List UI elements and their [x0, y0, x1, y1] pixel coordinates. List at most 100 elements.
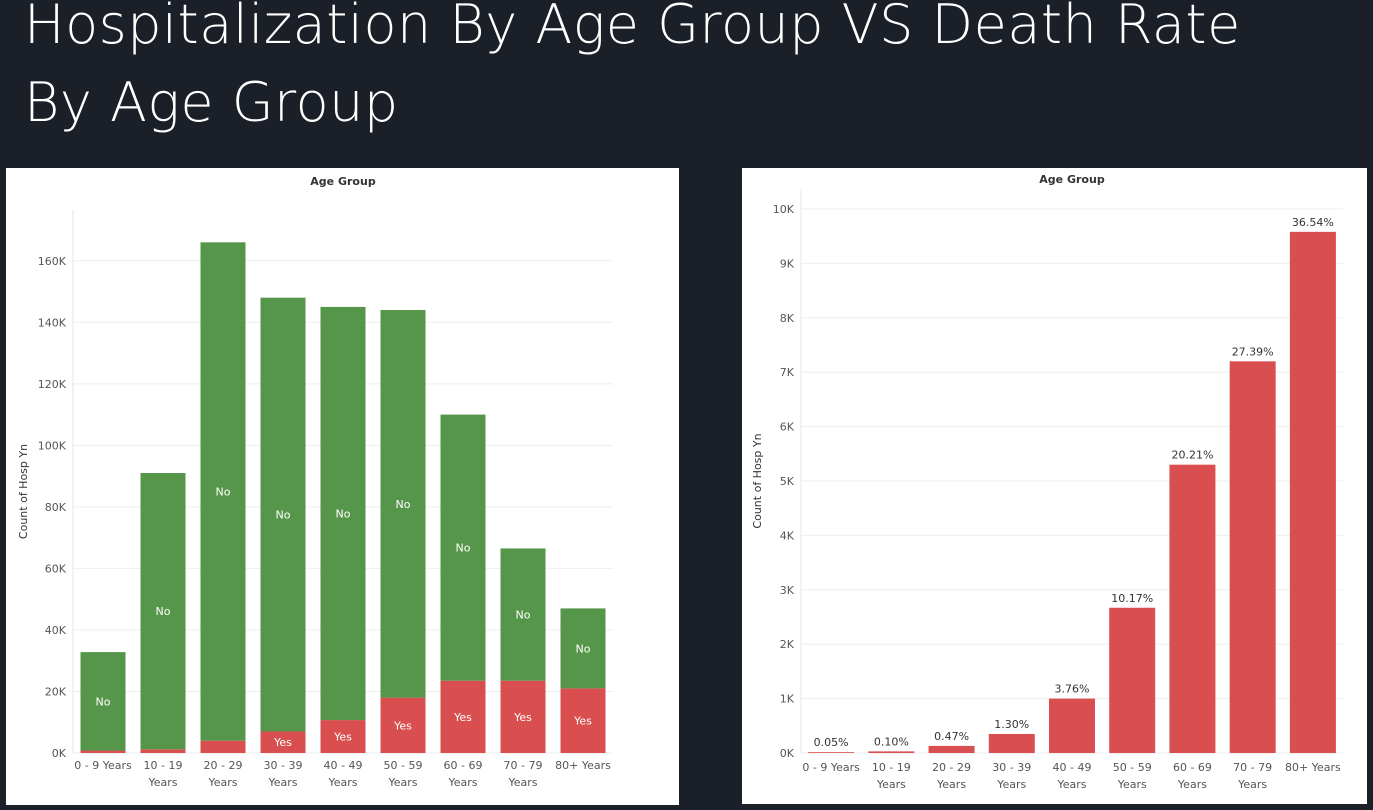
y-axis-label: Count of Hosp Yn — [17, 444, 30, 539]
bar-yes-8 — [560, 688, 606, 753]
bar-4 — [1049, 698, 1095, 753]
bar-yes-3 — [260, 731, 306, 753]
x-tick-label: 40 - 49 — [324, 759, 363, 772]
segment-label-no: No — [96, 695, 111, 708]
y-tick-label: 0K — [780, 747, 795, 760]
x-tick-label: 0 - 9 Years — [74, 759, 132, 772]
bar-6 — [1169, 464, 1216, 753]
page-title-line-2: By Age Group — [24, 71, 399, 134]
data-label: 20.21% — [1171, 449, 1213, 462]
x-tick-label: 30 - 39 — [264, 759, 303, 772]
y-tick-label: 140K — [38, 316, 67, 329]
x-tick-label: 10 - 19 — [144, 759, 183, 772]
y-tick-label: 4K — [780, 529, 795, 542]
y-tick-label: 2K — [780, 638, 795, 651]
bar-yes-2 — [200, 740, 246, 753]
segment-label-yes: Yes — [573, 715, 592, 728]
bar-no-5 — [380, 309, 426, 698]
data-label: 0.47% — [934, 730, 969, 743]
bar-5 — [1109, 607, 1156, 753]
x-tick-label: 80+ Years — [1285, 761, 1341, 774]
y-tick-label: 3K — [780, 584, 795, 597]
y-tick-label: 20K — [45, 685, 67, 698]
bar-no-6 — [440, 414, 486, 681]
x-tick-label: 20 - 29 — [204, 759, 243, 772]
data-label: 27.39% — [1232, 345, 1274, 358]
bar-yes-0 — [80, 750, 126, 753]
y-tick-label: 100K — [38, 439, 67, 452]
segment-label-yes: Yes — [453, 711, 472, 724]
y-tick-label: 5K — [780, 475, 795, 488]
y-tick-label: 160K — [38, 255, 67, 268]
data-label: 0.05% — [814, 736, 849, 749]
data-label: 36.54% — [1292, 216, 1334, 229]
y-tick-label: 80K — [45, 501, 67, 514]
bar-no-4 — [320, 306, 366, 721]
x-tick-label: Years — [387, 776, 417, 789]
bar-yes-6 — [440, 680, 486, 753]
x-tick-label: Years — [936, 778, 966, 791]
segment-label-no: No — [276, 509, 291, 522]
y-tick-label: 6K — [780, 421, 795, 434]
x-tick-label: 20 - 29 — [932, 761, 971, 774]
x-tick-label: Years — [327, 776, 357, 789]
x-tick-label: Years — [447, 776, 477, 789]
x-tick-label: 30 - 39 — [992, 761, 1031, 774]
x-tick-label: 80+ Years — [555, 759, 611, 772]
y-tick-label: 0K — [52, 747, 67, 760]
bar-yes-7 — [500, 680, 546, 753]
bar-no-8 — [560, 608, 606, 689]
bar-8 — [1289, 231, 1336, 753]
x-tick-label: 60 - 69 — [1173, 761, 1212, 774]
x-tick-label: Years — [1117, 778, 1147, 791]
bar-yes-5 — [380, 697, 426, 753]
segment-label-no: No — [396, 498, 411, 511]
death-rate-chart: Age Group Count of Hosp Yn 0K 1K 2K 3K 4K 5K 6K 7… — [751, 173, 1343, 791]
death-rate-chart-panel: Age Group Count of Hosp Yn 0K 1K 2K 3K 4K 5K 6K 7… — [742, 168, 1367, 804]
x-tick-label: 70 - 79 — [1233, 761, 1272, 774]
chart-title: Age Group — [310, 175, 376, 188]
x-tick-label: Years — [876, 778, 906, 791]
hospitalization-chart-panel: Age Group Count of Hosp Yn 0K 20K 40K 60K 80K 1… — [6, 168, 679, 805]
bar-3 — [988, 733, 1035, 753]
bar-1 — [868, 751, 915, 753]
bar-7 — [1229, 361, 1276, 753]
y-axis-label: Count of Hosp Yn — [751, 433, 764, 528]
x-tick-label: Years — [1177, 778, 1207, 791]
x-tick-label: Years — [147, 776, 177, 789]
segment-label-no: No — [216, 486, 231, 499]
segment-label-no: No — [516, 609, 531, 622]
data-label: 0.10% — [874, 735, 909, 748]
x-tick-label: Years — [1237, 778, 1267, 791]
y-tick-label: 8K — [780, 312, 795, 325]
x-tick-label: 40 - 49 — [1053, 761, 1092, 774]
segment-label-yes: Yes — [513, 711, 532, 724]
x-tick-label: 50 - 59 — [384, 759, 423, 772]
bar-no-3 — [260, 297, 306, 732]
y-tick-label: 40K — [45, 624, 67, 637]
data-label: 3.76% — [1055, 683, 1090, 696]
segment-label-no: No — [336, 507, 351, 520]
x-tick-label: Years — [207, 776, 237, 789]
bar-no-1 — [140, 473, 186, 750]
hospitalization-chart: Age Group Count of Hosp Yn 0K 20K 40K 60K 80K 1… — [17, 175, 613, 789]
segment-label-no: No — [456, 542, 471, 555]
segment-label-no: No — [156, 605, 171, 618]
segment-label-yes: Yes — [393, 719, 412, 732]
y-tick-label: 10K — [773, 203, 795, 216]
x-tick-label: 0 - 9 Years — [802, 761, 860, 774]
bar-yes-4 — [320, 720, 366, 753]
bar-0 — [808, 752, 855, 753]
y-tick-label: 60K — [45, 562, 67, 575]
page-title-line-1: Hospitalization By Age Group VS Death Ra… — [24, 0, 1241, 56]
y-tick-label: 120K — [38, 378, 67, 391]
segment-label-yes: Yes — [273, 736, 292, 749]
data-label: 1.30% — [994, 718, 1029, 731]
x-tick-label: Years — [267, 776, 297, 789]
chart-title: Age Group — [1039, 173, 1105, 186]
bar-yes-1 — [140, 749, 186, 753]
x-tick-label: Years — [507, 776, 537, 789]
x-tick-label: 70 - 79 — [504, 759, 543, 772]
segment-label-yes: Yes — [333, 731, 352, 744]
segment-label-no: No — [576, 642, 591, 655]
